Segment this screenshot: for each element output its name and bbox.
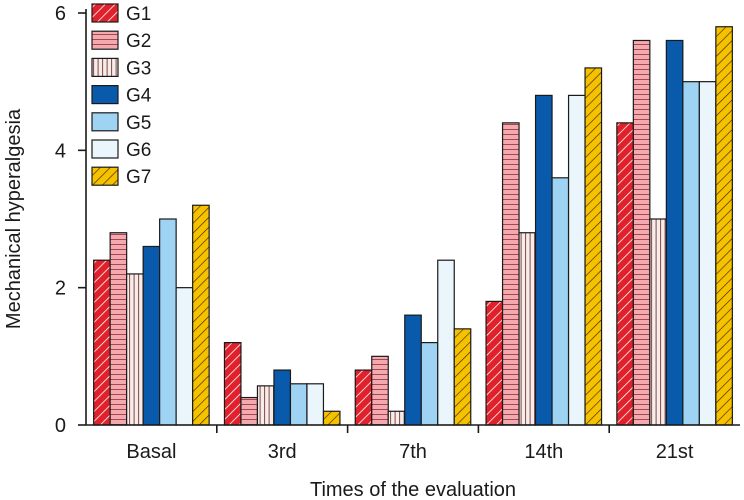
bar-g3-7th [387, 410, 406, 426]
bar-g5-14th [551, 177, 570, 426]
bar-g5-3rd [289, 383, 308, 426]
bar-g3-14th [518, 232, 537, 426]
bar-g3-basal [126, 273, 144, 426]
bar-g5-7th [420, 342, 439, 426]
legend-swatch-g5 [91, 112, 119, 132]
legend-swatch-g1 [91, 3, 119, 23]
bar-g2-3rd [240, 396, 259, 426]
bar-g7-basal [192, 204, 210, 426]
bar-g4-7th [404, 314, 422, 426]
bar-g1-21st [616, 122, 634, 426]
legend-label-g7: G7 [126, 167, 151, 188]
x-tick-label: Basal [126, 441, 176, 463]
legend-label-g3: G3 [126, 58, 151, 79]
y-tick-label: 2 [55, 278, 66, 300]
bar-g2-21st [632, 39, 651, 426]
y-tick-label: 0 [55, 415, 66, 437]
bar-g1-basal [93, 259, 111, 426]
x-tick-label: 3rd [268, 441, 297, 463]
legend-swatch-g6 [91, 139, 119, 159]
bar-g3-3rd [256, 385, 275, 426]
legend-swatch-g4 [91, 84, 119, 105]
legend-swatch-g2 [91, 30, 119, 50]
bar-g6-14th [567, 94, 586, 426]
bar-g2-7th [371, 355, 389, 426]
bar-g2-14th [501, 122, 520, 426]
legend-swatch-g7 [91, 166, 119, 186]
y-tick-label: 4 [55, 140, 66, 162]
bar-g7-7th [453, 328, 472, 426]
bar-g5-basal [159, 218, 177, 426]
y-tick-label: 6 [55, 3, 66, 25]
x-tick-label: 7th [399, 441, 427, 463]
bar-g5-21st [682, 81, 700, 426]
legend-label-g1: G1 [126, 4, 151, 25]
bar-g7-21st [715, 26, 733, 426]
legend-label-g2: G2 [126, 31, 151, 52]
bar-g4-14th [534, 94, 553, 426]
legend-label-g5: G5 [126, 113, 151, 134]
bar-g1-14th [485, 300, 504, 426]
legend: G1 G2 G3 G4 G5 G6 G7 [91, 3, 152, 188]
bar-g7-14th [584, 67, 603, 426]
bar-g6-3rd [306, 383, 325, 426]
x-axis-ticks: Basal 3rd 7th 14th 21st [126, 425, 694, 463]
bar-g7-3rd [322, 410, 341, 426]
bar-g4-basal [142, 245, 161, 426]
legend-swatch-g3 [91, 57, 119, 78]
x-tick-label: 21st [656, 441, 694, 463]
legend-label-g4: G4 [126, 86, 152, 107]
bar-g4-3rd [273, 369, 292, 426]
bar-g3-21st [649, 218, 667, 426]
bar-g4-21st [665, 39, 684, 426]
bar-g1-3rd [223, 342, 242, 426]
y-axis-ticks: 0 2 4 6 [55, 3, 86, 437]
bar-g6-7th [437, 259, 455, 426]
bar-g1-7th [354, 369, 373, 426]
x-axis-title: Times of the evaluation [310, 479, 516, 500]
bar-g2-basal [109, 232, 128, 426]
y-axis-title: Mechanical hyperalgesia [3, 108, 25, 329]
bar-g6-21st [698, 81, 717, 426]
x-tick-label: 14th [524, 441, 563, 463]
legend-label-g6: G6 [126, 140, 151, 161]
bars [93, 26, 733, 426]
bar-g6-basal [175, 287, 194, 426]
